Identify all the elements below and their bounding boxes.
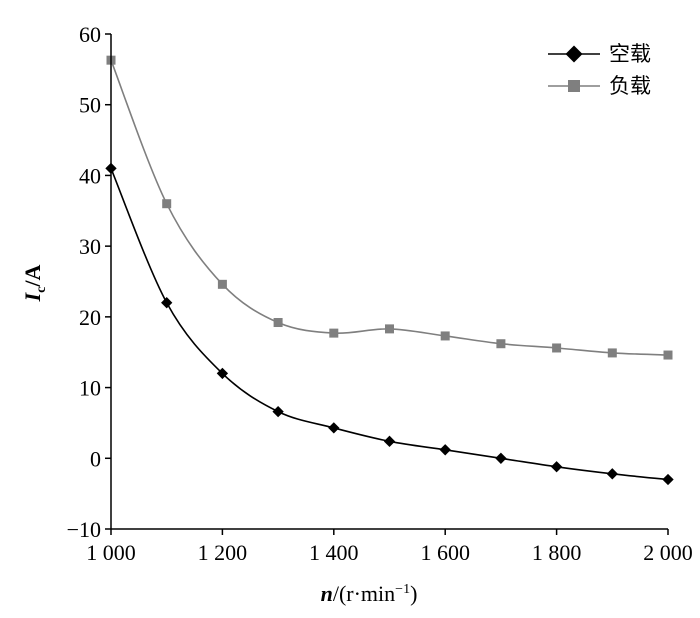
data-point-square <box>162 199 172 209</box>
y-tick-label: −10 <box>67 517 101 542</box>
data-markers <box>105 55 674 486</box>
y-tick-label: 20 <box>79 305 101 330</box>
y-tick-label: 30 <box>79 234 101 259</box>
data-point-square <box>440 331 450 341</box>
legend: 空载 负载 <box>548 42 651 98</box>
data-point-diamond <box>495 452 507 464</box>
data-point-diamond <box>272 405 284 418</box>
data-point-diamond <box>606 468 618 480</box>
legend-marker-no-load <box>565 45 583 63</box>
x-tick-label: 1 200 <box>198 540 248 565</box>
y-axis-title: Ic/A <box>20 264 49 302</box>
data-point-square <box>607 348 617 358</box>
data-point-diamond <box>383 435 396 447</box>
x-tick-label: 1 800 <box>532 540 582 565</box>
data-point-square <box>496 339 506 349</box>
data-point-diamond <box>216 367 229 380</box>
data-point-diamond <box>328 422 340 434</box>
y-tick-label: 10 <box>79 376 101 401</box>
x-tick-label: 1 600 <box>420 540 470 565</box>
y-tick-label: 60 <box>79 22 101 47</box>
data-point-diamond <box>662 473 674 486</box>
legend-item-load: 负载 <box>548 74 651 98</box>
data-point-square <box>217 279 227 289</box>
x-tick-label: 1 400 <box>309 540 359 565</box>
legend-item-no-load: 空载 <box>548 42 651 66</box>
y-tick-label: 50 <box>79 93 101 118</box>
ticks: −10 0 10 20 30 40 50 60 1 000 1 200 1 400 1 600 1 80… <box>67 22 693 565</box>
plot-lines <box>110 59 669 481</box>
legend-marker-load <box>568 80 580 92</box>
data-point-square <box>329 328 339 338</box>
axes <box>110 34 668 530</box>
data-point-square <box>552 343 562 353</box>
y-tick-label: 40 <box>79 163 101 188</box>
legend-label-no-load: 空载 <box>609 42 651 66</box>
legend-label-load: 负载 <box>609 74 651 98</box>
x-tick-label: 1 000 <box>86 540 136 565</box>
x-tick-label: 2 000 <box>643 540 693 565</box>
series-line-0 <box>110 168 669 481</box>
series-line-1 <box>110 59 669 356</box>
data-point-diamond <box>439 444 451 456</box>
data-point-square <box>663 350 673 360</box>
data-point-square <box>385 324 394 334</box>
data-point-diamond <box>550 461 563 473</box>
data-point-square <box>273 318 283 328</box>
y-tick-label: 0 <box>90 446 101 471</box>
x-axis-title: n/(r·min−1) <box>321 581 418 606</box>
data-point-diamond <box>161 297 173 309</box>
